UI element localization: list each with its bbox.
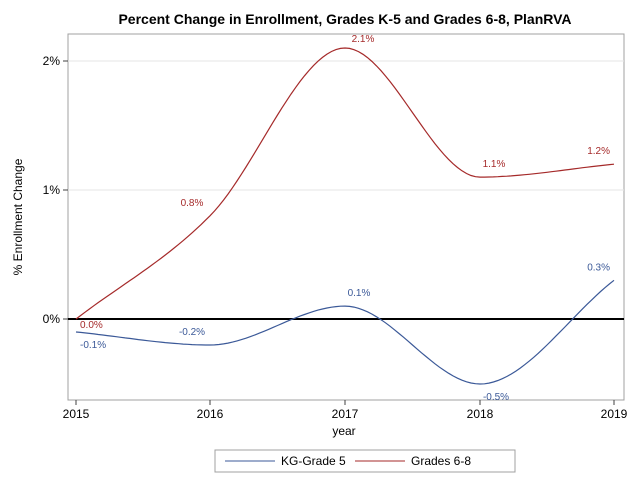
x-tick-label: 2016 [197, 407, 224, 421]
data-label-kg-grade-5: -0.5% [483, 392, 509, 403]
x-tick-label: 2015 [63, 407, 90, 421]
y-axis-label: % Enrollment Change [11, 158, 25, 275]
plot-area-frame [67, 33, 625, 401]
x-tick-label: 2018 [467, 407, 494, 421]
data-label-grades-6-8: 1.1% [483, 159, 506, 170]
legend-label-kg-grade-5: KG-Grade 5 [281, 454, 346, 468]
y-tick-label: 1% [43, 183, 61, 197]
data-label-grades-6-8: 1.2% [587, 146, 610, 157]
data-labels: -0.1% -0.2% 0.1% -0.5% 0.3% 0.0% 0.8% 2.1% 1.1% 1… [80, 34, 610, 403]
chart-title: Percent Change in Enrollment, Grades K-5… [118, 11, 571, 27]
x-axis: 2015 2016 2017 2018 2019 [63, 400, 628, 421]
data-label-kg-grade-5: -0.1% [80, 340, 106, 351]
y-tick-label: 2% [43, 54, 61, 68]
data-label-grades-6-8: 0.8% [181, 198, 204, 209]
gridlines [68, 60, 624, 191]
legend: KG-Grade 5 Grades 6-8 [214, 449, 516, 473]
data-label-grades-6-8: 2.1% [352, 34, 375, 45]
data-label-kg-grade-5: -0.2% [179, 327, 205, 338]
x-axis-label: year [332, 424, 355, 438]
legend-label-grades-6-8: Grades 6-8 [411, 454, 471, 468]
data-label-grades-6-8: 0.0% [80, 320, 103, 331]
series-line-grades-6-8 [75, 47, 615, 320]
series-lines [75, 47, 615, 385]
data-label-kg-grade-5: 0.1% [348, 288, 371, 299]
x-tick-label: 2017 [332, 407, 359, 421]
x-tick-label: 2019 [601, 407, 628, 421]
series-line-kg-grade-5 [75, 279, 615, 385]
y-tick-label: 0% [43, 312, 61, 326]
y-axis: 0% 1% 2% [43, 54, 68, 326]
data-label-kg-grade-5: 0.3% [587, 262, 610, 273]
